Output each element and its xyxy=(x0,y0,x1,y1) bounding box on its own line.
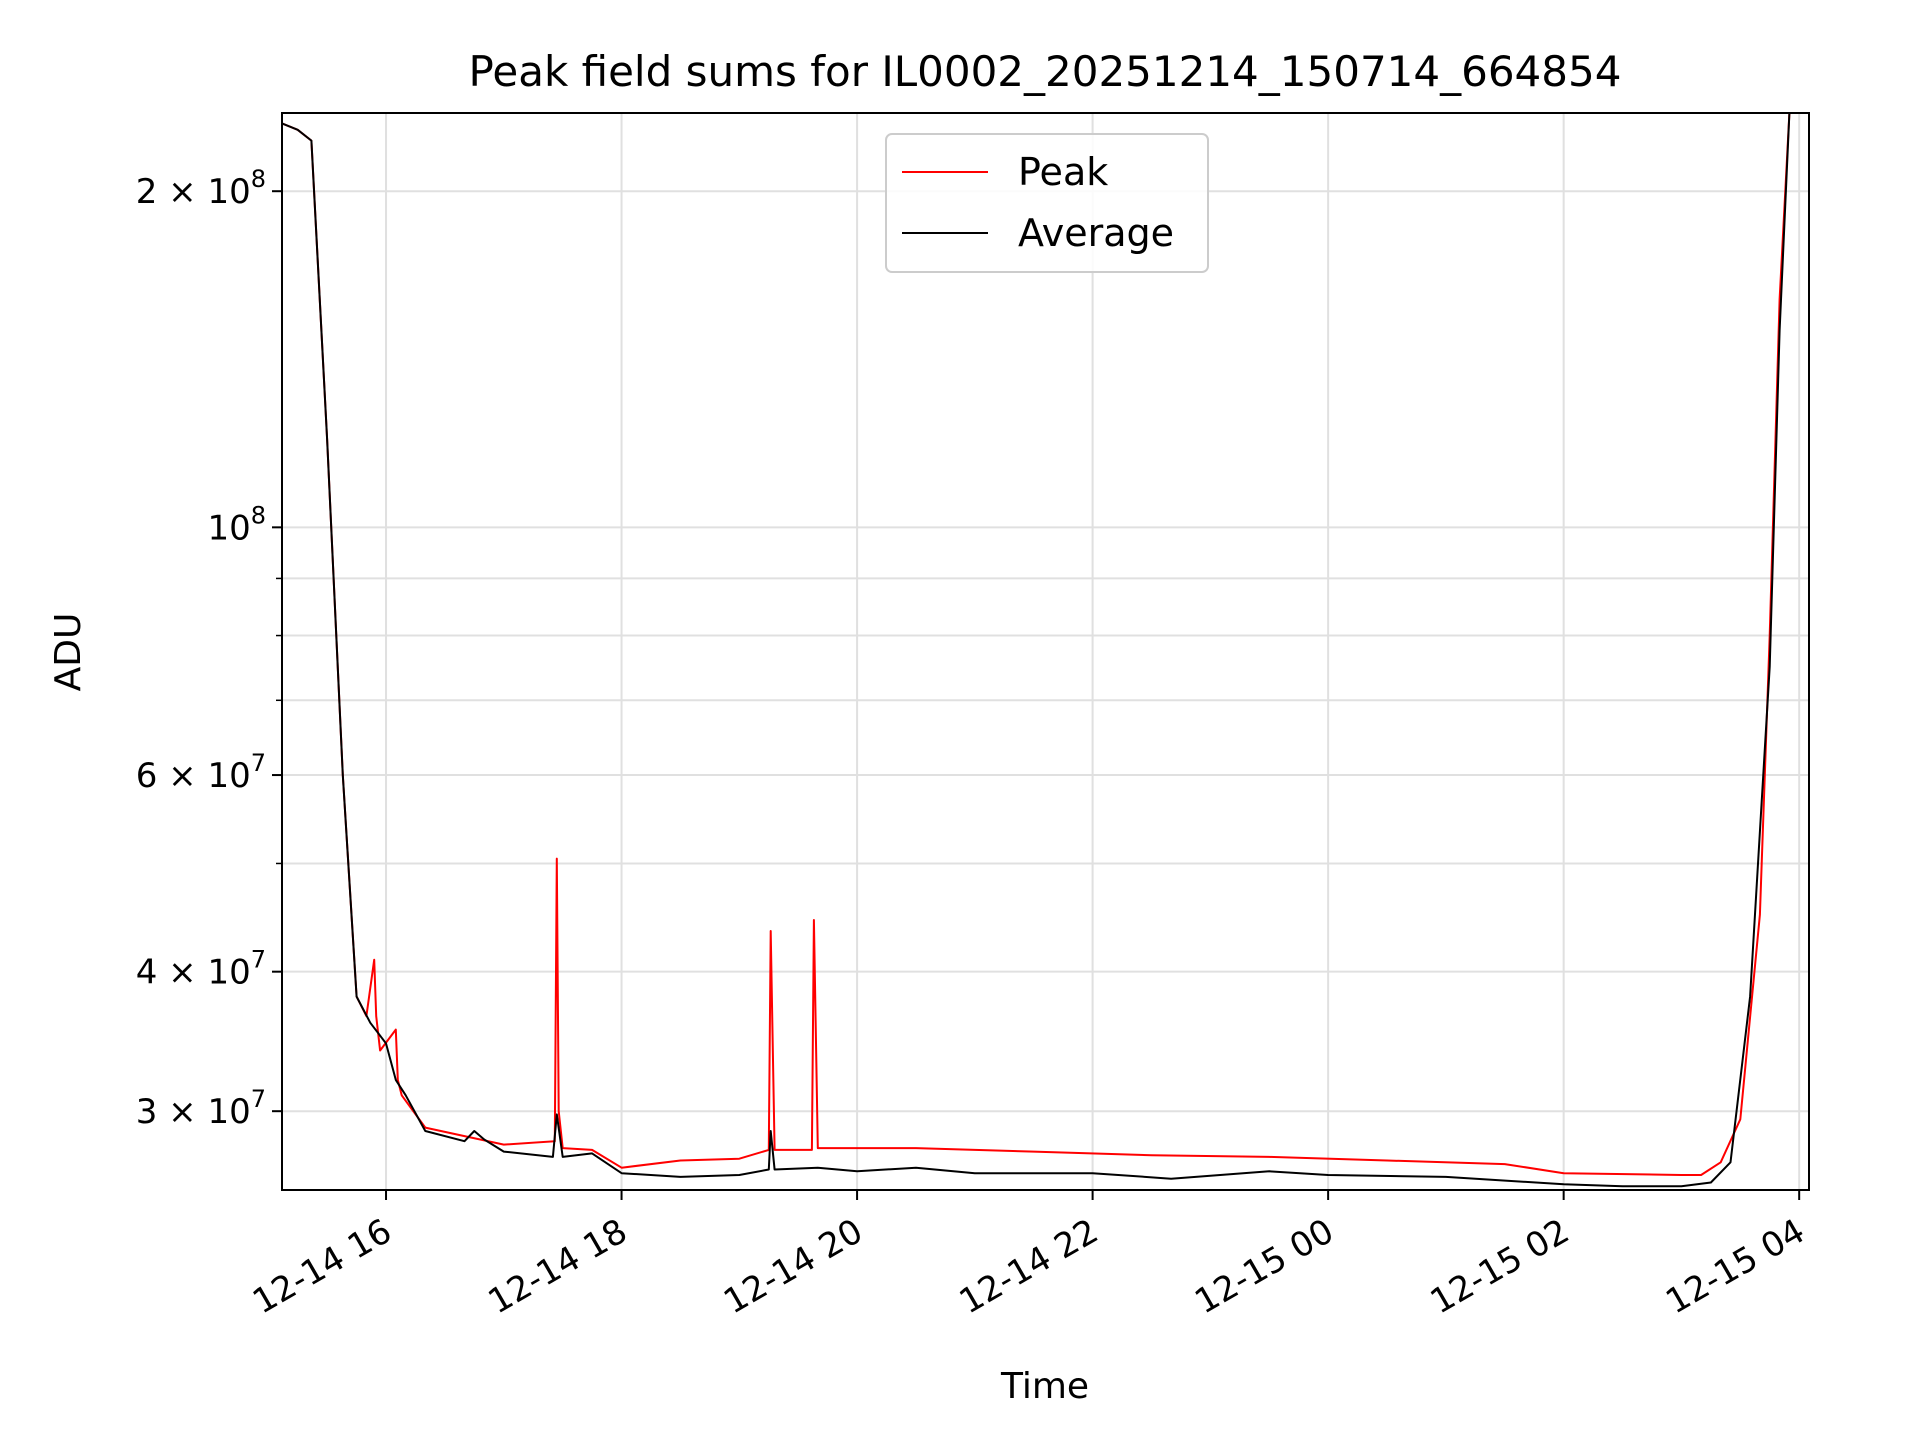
legend-box xyxy=(885,133,1209,273)
y-tick-exponent: 8 xyxy=(251,165,266,193)
chart-title: Peak field sums for IL0002_20251214_1507… xyxy=(469,47,1622,96)
y-tick-mantissa: 3 × 10 xyxy=(136,1092,251,1132)
y-tick-exponent: 8 xyxy=(251,501,266,529)
y-tick-exponent: 7 xyxy=(251,1085,266,1113)
y-tick-mantissa: 10 xyxy=(207,508,250,548)
legend: Peak Average xyxy=(885,133,1209,273)
x-axis-label: Time xyxy=(1000,1366,1089,1407)
y-tick-label: 2 × 108 xyxy=(136,165,266,212)
y-tick-mantissa: 6 × 10 xyxy=(136,756,251,796)
y-tick-exponent: 7 xyxy=(251,749,266,777)
y-tick-label: 4 × 107 xyxy=(136,946,266,993)
y-tick-label: 108 xyxy=(207,501,266,548)
y-tick-label: 3 × 107 xyxy=(136,1085,266,1132)
series-line-average xyxy=(281,112,1791,1188)
series-line-peak xyxy=(281,112,1791,1176)
y-tick-label: 6 × 107 xyxy=(136,749,266,796)
y-tick-mantissa: 2 × 10 xyxy=(136,172,251,212)
grid-lines xyxy=(282,113,1809,1190)
series-layer xyxy=(281,112,1791,1188)
legend-label-peak: Peak xyxy=(1018,150,1108,194)
y-tick-exponent: 7 xyxy=(251,946,266,974)
legend-label-average: Average xyxy=(1018,211,1174,255)
y-tick-mantissa: 4 × 10 xyxy=(136,953,251,993)
plot-frame xyxy=(281,112,1810,1191)
y-axis-label: ADU xyxy=(48,613,89,692)
